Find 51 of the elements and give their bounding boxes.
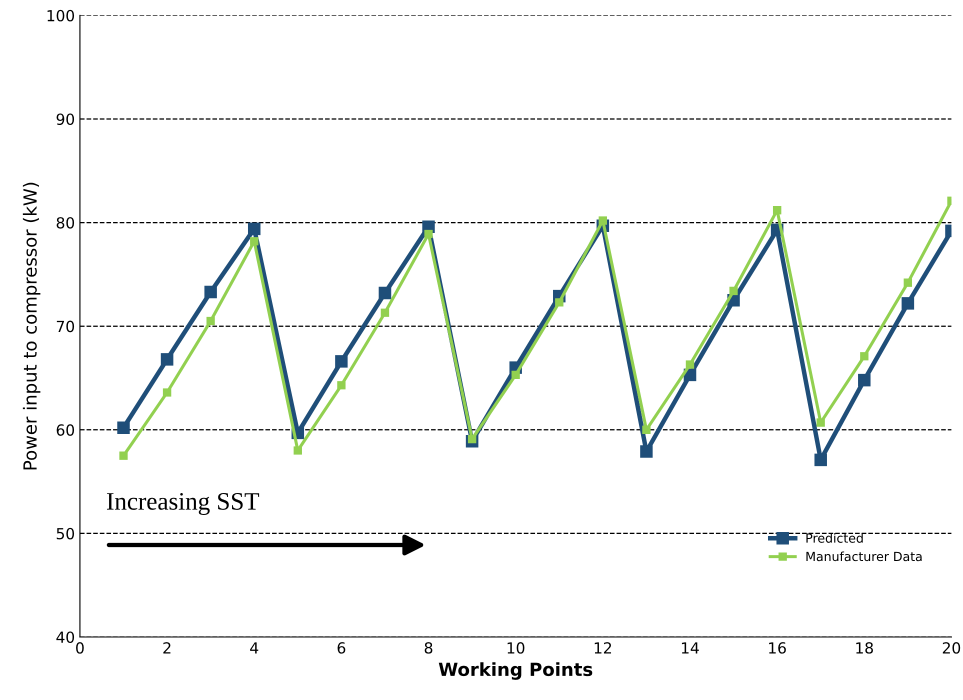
point [858,374,871,386]
point [729,286,738,296]
point [642,426,651,434]
point [248,222,260,236]
y-tick-label: 40 [56,631,74,644]
x-tick-label: 10 [508,642,524,654]
point [204,286,217,298]
x-tick-label: 12 [594,642,612,654]
x-axis-title: Working Points [438,662,592,680]
y-tick-label: 90 [56,113,74,126]
point [294,446,302,455]
point [902,297,914,310]
annotation: Increasing SST [106,493,260,515]
y-tick-label: 70 [56,320,74,332]
x-tick-label: 6 [338,642,346,654]
x-tick-label: 4 [250,642,258,654]
point [772,206,782,214]
point [816,418,825,427]
x-tick-label: 20 [942,642,960,654]
y-tick-label: 100 [48,10,74,22]
point [119,452,128,460]
point [860,352,868,360]
point [424,230,433,238]
point [640,445,653,458]
point [117,421,130,434]
point [814,454,827,466]
x-tick-label: 2 [163,642,170,654]
point [904,278,912,287]
point [555,298,564,307]
legend-label: Manufacturer Data [806,551,922,562]
point [380,308,390,317]
legend-label: Predicted [806,533,863,543]
point [162,388,172,397]
x-tick-label: 18 [856,642,873,654]
point [206,316,215,326]
point [335,355,348,368]
y-tick-label: 80 [56,217,74,229]
y-tick-label: 50 [56,528,74,540]
point [598,216,608,225]
point [160,353,174,366]
y-axis-title: Power input to compressor (kW) [22,182,40,470]
point [337,381,346,390]
x-tick-label: 0 [76,642,84,654]
point [512,370,520,380]
point [686,360,694,369]
y-tick-label: 60 [56,424,74,436]
x-tick-label: 16 [769,642,786,654]
point [250,237,258,246]
point [378,286,392,300]
x-tick-label: 14 [682,642,699,654]
x-tick-label: 8 [424,642,432,654]
